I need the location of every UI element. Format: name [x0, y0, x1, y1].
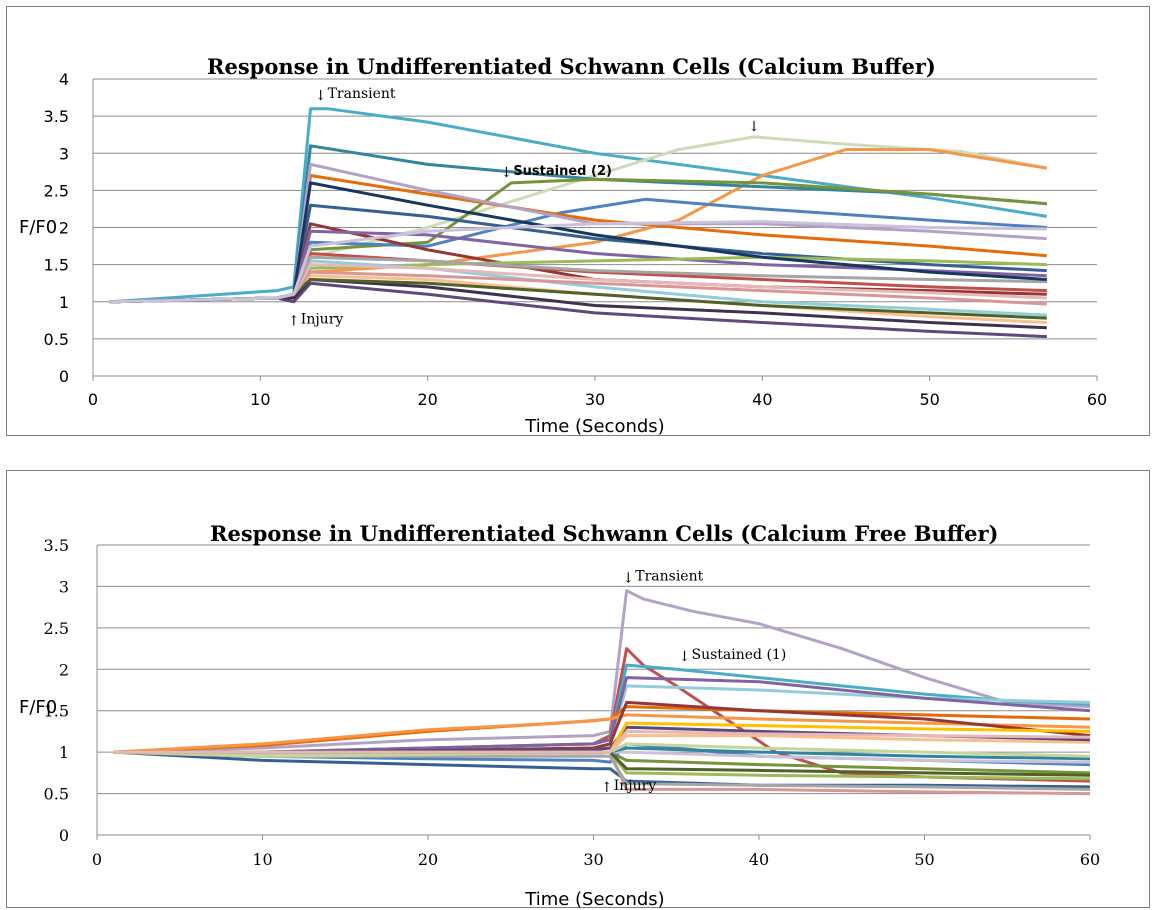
annotation-arrow: ↓: [622, 570, 634, 586]
y-tick-label: 0: [59, 826, 69, 845]
y-axis-label: F/F0: [19, 217, 57, 238]
x-tick-label: 60: [1087, 390, 1107, 409]
annotation-arrow: ↓: [500, 165, 512, 181]
y-tick-label: 4: [59, 70, 69, 89]
x-tick-label: 20: [418, 850, 438, 869]
series-line-1: [109, 107, 1048, 304]
annotation-arrow: ↓: [748, 119, 760, 135]
y-tick-label: 2.5: [44, 619, 69, 638]
series-line-1: [113, 589, 1091, 754]
x-tick-label: 30: [583, 850, 603, 869]
y-tick-label: 1.5: [44, 702, 69, 721]
y-tick-label: 2.5: [44, 181, 69, 200]
annotation-arrow: ↓: [679, 649, 691, 665]
x-tick-label: 20: [417, 390, 437, 409]
annotation-label: Transient: [635, 568, 703, 584]
annotation-label: Sustained (1): [692, 647, 787, 663]
annotation-label: Sustained (2): [513, 164, 612, 179]
x-tick-label: 10: [252, 850, 272, 869]
x-tick-label: 0: [88, 390, 98, 409]
y-tick-label: 2: [59, 219, 69, 238]
series-line-7: [113, 713, 1091, 754]
x-tick-label: 60: [1080, 850, 1100, 869]
x-tick-label: 10: [250, 390, 270, 409]
series-line-22: [113, 729, 1091, 754]
annotation-label: Injury: [301, 312, 344, 328]
y-tick-label: 2: [59, 660, 69, 679]
annotation-arrow: ↑: [288, 314, 300, 330]
y-tick-label: 3.5: [44, 536, 69, 555]
x-tick-label: 30: [585, 390, 605, 409]
x-axis-label: Time (Seconds): [524, 889, 664, 910]
chart-title: Response in Undifferentiated Schwann Cel…: [210, 521, 998, 546]
annotation-label: Transient: [328, 86, 396, 102]
x-tick-label: 40: [749, 850, 769, 869]
y-tick-label: 1: [59, 743, 69, 762]
chart-calcium-free-buffer: 0 0.5 1 1.5 2 2.5 3 3.5 0 10 20 30 40 50 60 Response in…: [19, 521, 1100, 910]
series-line-23: [109, 220, 1047, 304]
y-tick-label: 1.5: [44, 256, 69, 275]
x-tick-label: 40: [752, 390, 772, 409]
y-tick-label: 0.5: [44, 785, 69, 804]
annotation-label: Injury: [614, 778, 657, 794]
annotation-arrow: ↑: [601, 780, 613, 796]
y-axis-label: F/F0: [19, 697, 57, 718]
y-tick-label: 0: [59, 367, 69, 386]
y-tick-label: 3: [59, 577, 69, 596]
x-tick-label: 50: [919, 390, 939, 409]
chart-panel-calcium-buffer: 0 0.5 1 1.5 2 2.5 3 3.5 4 0 10 20 30 40 50 60 Response i…: [6, 6, 1150, 437]
y-tick-label: 3.5: [44, 107, 69, 126]
annotation-arrow: ↓: [315, 88, 327, 104]
x-axis-label: Time (Seconds): [524, 416, 664, 437]
y-tick-label: 3: [59, 144, 69, 163]
y-tick-label: 1: [59, 293, 69, 312]
chart-panel-calcium-free-buffer: 0 0.5 1 1.5 2 2.5 3 3.5 0 10 20 30 40 50 60 Response in…: [6, 470, 1150, 910]
y-tick-label: 0.5: [44, 330, 69, 349]
chart-title: Response in Undifferentiated Schwann Cel…: [207, 54, 936, 79]
x-tick-label: 0: [92, 850, 102, 869]
x-tick-label: 50: [914, 850, 934, 869]
